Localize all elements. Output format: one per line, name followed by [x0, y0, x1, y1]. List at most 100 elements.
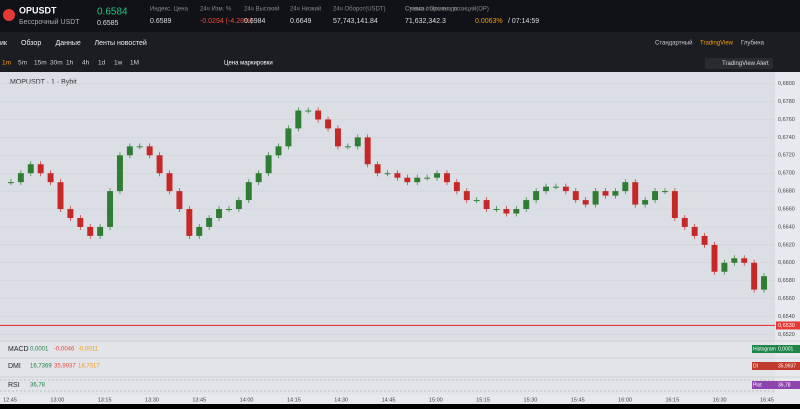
- stat-label: Индекс. Цена: [150, 7, 189, 13]
- candle: [276, 146, 282, 155]
- candle: [385, 173, 391, 174]
- x-tick-label: 15:45: [571, 397, 585, 403]
- candle: [305, 111, 311, 112]
- x-tick-label: 15:30: [524, 397, 538, 403]
- indicator-tag-name: Plot: [753, 382, 762, 388]
- x-tick-label: 16:45: [760, 397, 774, 403]
- y-tick-label: 0,6680: [778, 189, 795, 195]
- tab[interactable]: Данные: [56, 40, 81, 47]
- candle: [196, 227, 202, 236]
- funding-rate: 0.0063%: [475, 18, 503, 25]
- stat-value: 57,743,141.84: [333, 18, 378, 25]
- y-tick-label: 0,6700: [778, 171, 795, 177]
- indicator-area: [0, 340, 775, 395]
- x-tick-label: 12:45: [3, 397, 17, 403]
- indicator-tag-value: 36,78: [778, 382, 791, 388]
- candle: [474, 200, 480, 201]
- candle: [642, 200, 648, 204]
- candle: [404, 178, 410, 182]
- tab[interactable]: Ленты новостей: [95, 39, 147, 47]
- y-tick-label: 0,6640: [778, 224, 795, 230]
- view-mode[interactable]: Стандартный: [655, 40, 692, 47]
- x-tick-label: 14:30: [334, 397, 348, 403]
- candle: [712, 245, 718, 272]
- y-tick-label: 0,6620: [778, 242, 795, 248]
- candle: [484, 200, 490, 209]
- candle: [682, 218, 688, 227]
- chart-area[interactable]: [0, 72, 775, 340]
- candle: [97, 227, 103, 236]
- candle: [77, 218, 83, 227]
- view-mode[interactable]: TradingView: [700, 41, 734, 47]
- stat-label: Сумма открытых позиций(OP): [405, 6, 489, 13]
- stat-value: 0.6984: [244, 18, 266, 25]
- interval[interactable]: 5m: [18, 60, 27, 67]
- candle: [444, 173, 450, 182]
- interval[interactable]: 1m: [2, 60, 11, 67]
- candle: [147, 146, 153, 155]
- candle: [295, 111, 301, 129]
- x-tick-label: 16:00: [618, 397, 632, 403]
- candle: [345, 146, 351, 147]
- y-tick-label: 0,6800: [778, 81, 795, 87]
- candle: [731, 258, 737, 262]
- candle: [117, 155, 123, 191]
- candle: [206, 218, 212, 227]
- level-label: 0,6530: [778, 323, 795, 329]
- tab[interactable]: Обзор: [21, 39, 41, 47]
- candle: [246, 182, 252, 200]
- candle: [226, 209, 232, 210]
- y-tick-label: 0,6720: [778, 153, 795, 159]
- candle: [563, 187, 569, 191]
- candle: [48, 173, 54, 182]
- candle: [355, 137, 361, 146]
- interval[interactable]: 1d: [98, 60, 106, 67]
- indicator-tag-name: DI: [753, 363, 758, 369]
- y-tick-label: 0,6580: [778, 278, 795, 284]
- indicator-tag-value: 0,0001: [778, 346, 794, 352]
- candle: [751, 263, 757, 290]
- interval[interactable]: 1h: [66, 60, 74, 67]
- alert-label[interactable]: TradingView Alert: [722, 61, 769, 67]
- candle: [424, 178, 430, 179]
- price-type[interactable]: Цена маркировки: [224, 61, 273, 67]
- x-tick-label: 13:00: [50, 397, 64, 403]
- candle: [365, 137, 371, 164]
- candle: [236, 200, 242, 209]
- stat-label: 24ч Высокий: [244, 6, 280, 13]
- symbol[interactable]: OPUSDT: [19, 5, 57, 15]
- candle: [652, 191, 658, 200]
- candle: [761, 276, 767, 289]
- x-tick-label: 15:00: [429, 397, 443, 403]
- x-tick-label: 13:30: [145, 397, 159, 403]
- interval[interactable]: 4h: [82, 60, 90, 67]
- candle: [315, 111, 321, 120]
- stat-label: 24ч Изм. %: [200, 7, 232, 13]
- interval[interactable]: 30m: [50, 60, 63, 67]
- candle: [553, 187, 559, 188]
- view-mode[interactable]: Глубина: [741, 41, 765, 47]
- interval[interactable]: 1M: [130, 60, 139, 67]
- interval[interactable]: 1w: [114, 60, 123, 67]
- interval[interactable]: 15m: [34, 60, 47, 67]
- candle: [157, 155, 163, 173]
- candle: [137, 146, 143, 147]
- mark-price: 0.6585: [97, 20, 119, 27]
- indicator-value: 16,7369: [30, 364, 52, 370]
- candle: [127, 146, 133, 155]
- candle: [335, 128, 341, 146]
- candle: [741, 258, 747, 262]
- candle: [672, 191, 678, 218]
- y-tick-label: 0,6660: [778, 206, 795, 212]
- candle: [256, 173, 262, 182]
- stat-value: 0.6649: [290, 18, 312, 25]
- candle: [107, 191, 113, 227]
- last-price: 0.6584: [97, 7, 128, 18]
- candle: [394, 173, 400, 177]
- candle: [622, 182, 628, 191]
- coin-icon: [3, 9, 15, 21]
- candle: [38, 164, 44, 173]
- tab[interactable]: ик: [0, 40, 8, 47]
